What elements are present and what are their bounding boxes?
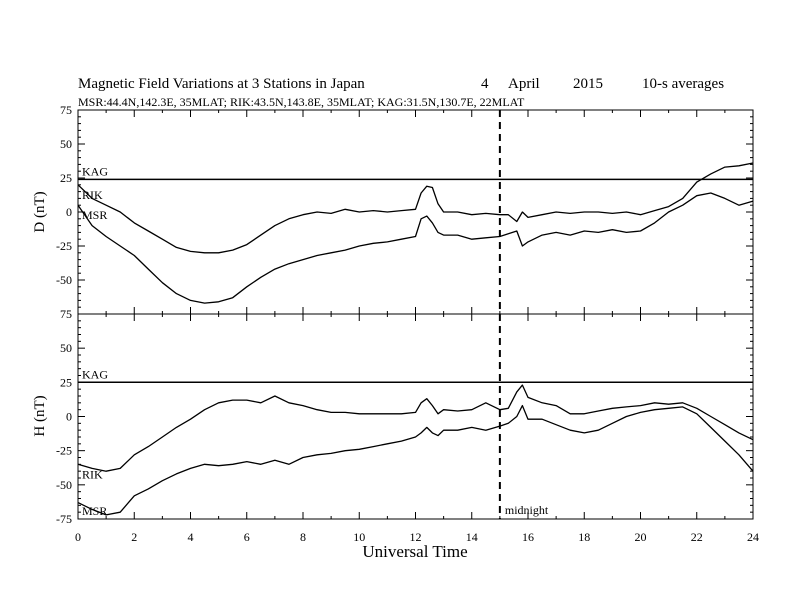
midnight-label: midnight	[505, 503, 549, 517]
h-panel: 75 50 25 0 -25 -50 -75 KAG RIK MSR H (nT)	[32, 307, 754, 526]
y-tick-label: -50	[56, 273, 72, 287]
h-panel-series	[77, 381, 754, 516]
x-tick-label: 8	[300, 530, 306, 544]
x-axis-ticks: 0 2 4 6 8 10 12 14 16 18 20 22 24	[75, 530, 759, 544]
x-tick-label: 22	[691, 530, 703, 544]
d-panel-series	[77, 162, 754, 304]
x-tick-label: 10	[353, 530, 365, 544]
d-panel-ticks: 75 50 25 0 -25 -50	[56, 103, 754, 315]
x-tick-label: 4	[188, 530, 194, 544]
x-tick-label: 12	[410, 530, 422, 544]
series-label-kag: KAG	[82, 164, 108, 178]
y-tick-label: -50	[56, 478, 72, 492]
d-panel: 75 50 25 0 -25 -50 KAG RIK MSR D (nT)	[32, 103, 754, 315]
d-panel-series-labels: KAG RIK MSR	[82, 164, 108, 222]
y-tick-label: 50	[60, 137, 72, 151]
d-axis-label: D (nT)	[32, 191, 48, 232]
series-line-msr	[77, 404, 754, 516]
series-label-msr: MSR	[82, 504, 107, 518]
series-line-rik	[77, 384, 754, 472]
x-tick-label: 2	[131, 530, 137, 544]
x-tick-label: 16	[522, 530, 534, 544]
h-panel-frame	[77, 313, 754, 520]
y-tick-label: 0	[66, 205, 72, 219]
y-tick-label: 0	[66, 410, 72, 424]
y-tick-label: 50	[60, 341, 72, 355]
chart-title: Magnetic Field Variations at 3 Stations …	[78, 76, 365, 92]
x-tick-label: 20	[635, 530, 647, 544]
y-tick-label: 75	[60, 103, 72, 117]
y-tick-label: 25	[60, 375, 72, 389]
series-label-rik: RIK	[82, 467, 103, 481]
x-tick-label: 0	[75, 530, 81, 544]
x-tick-label: 18	[578, 530, 590, 544]
h-axis-label: H (nT)	[32, 395, 48, 436]
y-tick-label: 25	[60, 171, 72, 185]
title-day: 4	[481, 76, 489, 92]
stations-subtitle: MSR:44.4N,142.3E, 35MLAT; RIK:43.5N,143.…	[78, 95, 525, 109]
title-year: 2015	[573, 76, 603, 92]
series-label-msr: MSR	[82, 208, 107, 222]
series-line-msr	[77, 192, 754, 304]
series-label-kag: KAG	[82, 367, 108, 381]
h-panel-ticks: 75 50 25 0 -25 -50 -75	[56, 307, 754, 526]
y-tick-label: -75	[56, 512, 72, 526]
series-line-rik	[77, 162, 754, 254]
x-tick-label: 14	[466, 530, 478, 544]
h-panel-series-labels: KAG RIK MSR	[82, 367, 108, 518]
y-tick-label: -25	[56, 444, 72, 458]
y-tick-label: -25	[56, 239, 72, 253]
x-axis-label: Universal Time	[362, 542, 467, 561]
x-tick-label: 24	[747, 530, 759, 544]
series-label-rik: RIK	[82, 188, 103, 202]
y-tick-label: 75	[60, 307, 72, 321]
title-averaging: 10-s averages	[642, 76, 724, 92]
title-month: April	[508, 76, 540, 92]
x-tick-label: 6	[244, 530, 250, 544]
